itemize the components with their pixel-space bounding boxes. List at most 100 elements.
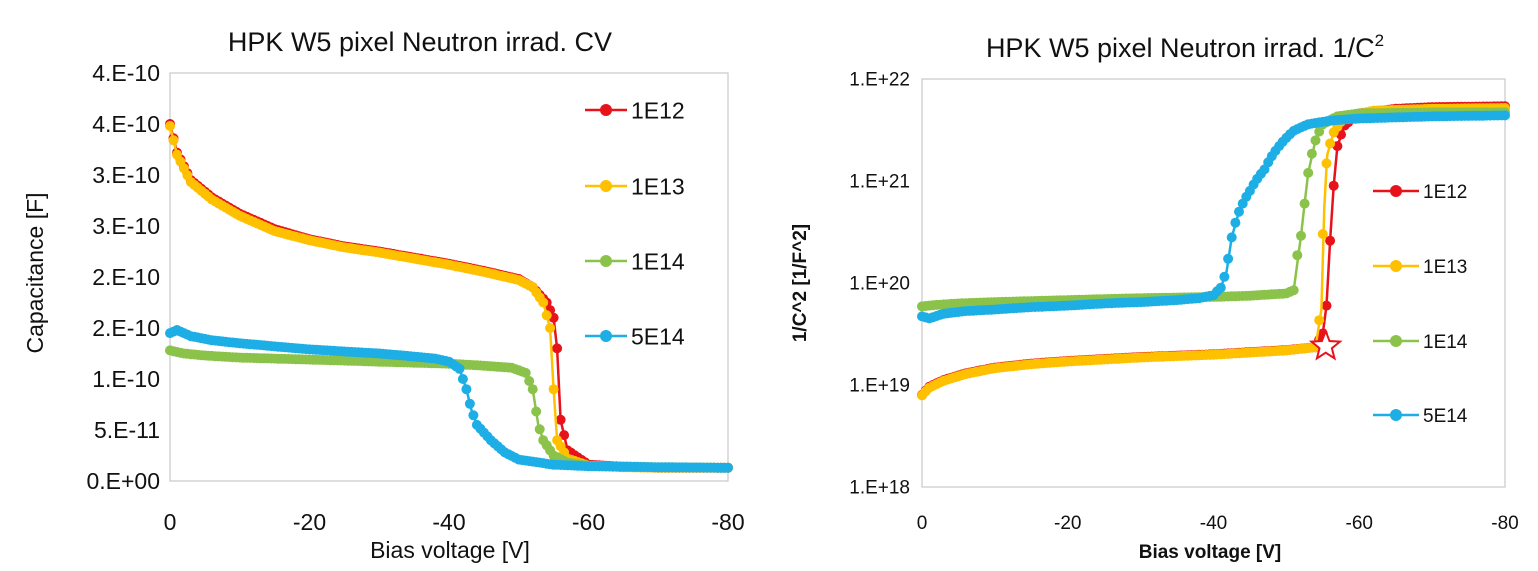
- legend-entry-5E14: 5E14: [585, 323, 685, 349]
- x-tick-label: 0: [164, 509, 177, 535]
- legend-marker: [1390, 260, 1402, 272]
- y-tick-label: 1.E+22: [849, 70, 910, 91]
- y-tick-label: 2.E-10: [92, 264, 160, 290]
- x-tick-label: -20: [1054, 513, 1081, 534]
- x-tick-label: -20: [293, 509, 326, 535]
- series-line-1E14: [921, 111, 1505, 308]
- data-point: [1219, 271, 1230, 282]
- y-tick-label: 1.E-10: [92, 366, 160, 392]
- series-1E13: [917, 103, 1510, 401]
- series-1E12: [165, 119, 733, 473]
- x-tick-label: -60: [572, 509, 605, 535]
- y-tick-label: 5.E-11: [94, 417, 160, 443]
- legend-label: 1E12: [1423, 182, 1467, 203]
- y-tick-label: 4.E-10: [92, 111, 160, 137]
- data-point: [1226, 232, 1237, 243]
- legend-marker: [600, 180, 612, 192]
- legend-marker: [600, 330, 612, 342]
- data-point: [1306, 148, 1317, 159]
- series-5E14: [917, 110, 1510, 324]
- inv-c2-x-axis-label: Bias voltage [V]: [1139, 542, 1282, 563]
- data-point: [1500, 110, 1510, 121]
- data-point: [1325, 138, 1336, 149]
- y-tick-label: 1.E+20: [849, 274, 910, 295]
- series-line-5E14: [169, 328, 729, 469]
- data-point: [531, 406, 542, 417]
- inv-c2-title-sup: 2: [1375, 31, 1384, 50]
- legend-marker: [1390, 335, 1402, 347]
- cv-plot-frame: [169, 72, 729, 482]
- legend-label: 1E14: [631, 248, 685, 274]
- data-point: [1321, 300, 1332, 311]
- legend-entry-1E14: 1E14: [1373, 332, 1468, 353]
- cv-series: [165, 119, 733, 473]
- data-point: [1317, 229, 1328, 239]
- data-point: [1303, 167, 1314, 178]
- legend-entry-1E13: 1E13: [585, 173, 685, 199]
- inv-c2-legend: 1E12 1E13 1E14 5E14: [1373, 182, 1468, 427]
- data-point: [559, 430, 570, 441]
- star-marker: [1308, 328, 1343, 361]
- inv-c2-y-axis-label: 1/C^2 [1/F^2]: [790, 224, 811, 342]
- inv-c2-chart-title: HPK W5 pixel Neutron irrad. 1/C2: [986, 31, 1384, 63]
- inv-c2-x-ticks: 0 -20 -40 -60 -80: [917, 513, 1519, 534]
- data-point: [552, 343, 563, 354]
- x-tick-label: -40: [1200, 513, 1227, 534]
- data-point: [1223, 253, 1234, 264]
- legend-label: 5E14: [631, 323, 685, 349]
- data-point: [1296, 230, 1306, 241]
- data-point: [1314, 315, 1325, 326]
- data-point: [165, 121, 175, 131]
- data-point: [1299, 198, 1310, 209]
- data-point: [1325, 235, 1336, 246]
- legend-marker: [600, 104, 612, 116]
- cv-x-axis-label: Bias voltage [V]: [370, 537, 530, 563]
- y-tick-label: 4.E-10: [92, 60, 160, 86]
- data-point: [454, 363, 465, 374]
- legend-entry-1E12: 1E12: [1373, 182, 1467, 203]
- legend-entry-5E14: 5E14: [1373, 406, 1468, 427]
- cv-chart: HPK W5 pixel Neutron irrad. CV Bias volt…: [22, 27, 745, 563]
- inv-c2-y-ticks: 1.E+18 1.E+19 1.E+20 1.E+21 1.E+22: [849, 70, 910, 499]
- x-tick-label: -80: [711, 509, 744, 535]
- inv-c2-title-text: HPK W5 pixel Neutron irrad. 1/C: [986, 33, 1375, 63]
- data-point: [534, 424, 545, 435]
- data-point: [1310, 135, 1321, 146]
- data-point: [468, 410, 479, 421]
- data-point: [527, 384, 538, 395]
- data-point: [524, 376, 535, 386]
- y-tick-label: 3.E-10: [92, 213, 160, 239]
- legend-entry-1E12: 1E12: [585, 97, 685, 123]
- data-point: [545, 323, 556, 333]
- inv-c2-chart: HPK W5 pixel Neutron irrad. 1/C2 Bias vo…: [790, 31, 1519, 563]
- data-point: [723, 462, 733, 473]
- legend-label: 5E14: [1423, 406, 1468, 427]
- legend-entry-1E13: 1E13: [1373, 257, 1467, 278]
- data-point: [520, 367, 531, 378]
- x-tick-label: -40: [432, 509, 465, 535]
- data-point: [461, 384, 472, 395]
- y-tick-label: 1.E+19: [849, 376, 910, 397]
- data-point: [1215, 282, 1226, 293]
- inv-c2-plot-frame: [921, 78, 1506, 488]
- x-tick-label: -60: [1346, 513, 1373, 534]
- data-point: [541, 310, 552, 321]
- data-point: [1328, 180, 1339, 191]
- data-point: [1230, 217, 1241, 228]
- data-point: [548, 384, 559, 395]
- data-point: [1288, 285, 1299, 296]
- y-tick-label: 0.E+00: [86, 468, 160, 494]
- cv-y-axis-label: Capacitance [F]: [22, 192, 48, 353]
- legend-label: 1E13: [1423, 257, 1467, 278]
- x-tick-label: -80: [1491, 513, 1518, 534]
- series-5E14: [165, 325, 733, 473]
- data-point: [555, 414, 566, 425]
- legend-marker: [1390, 409, 1402, 421]
- data-point: [457, 374, 468, 384]
- data-point: [464, 398, 475, 409]
- data-point: [1292, 250, 1303, 261]
- cv-legend: 1E12 1E13 1E14 5E14: [585, 97, 685, 349]
- legend-label: 1E12: [631, 97, 685, 123]
- x-tick-label: 0: [917, 513, 928, 534]
